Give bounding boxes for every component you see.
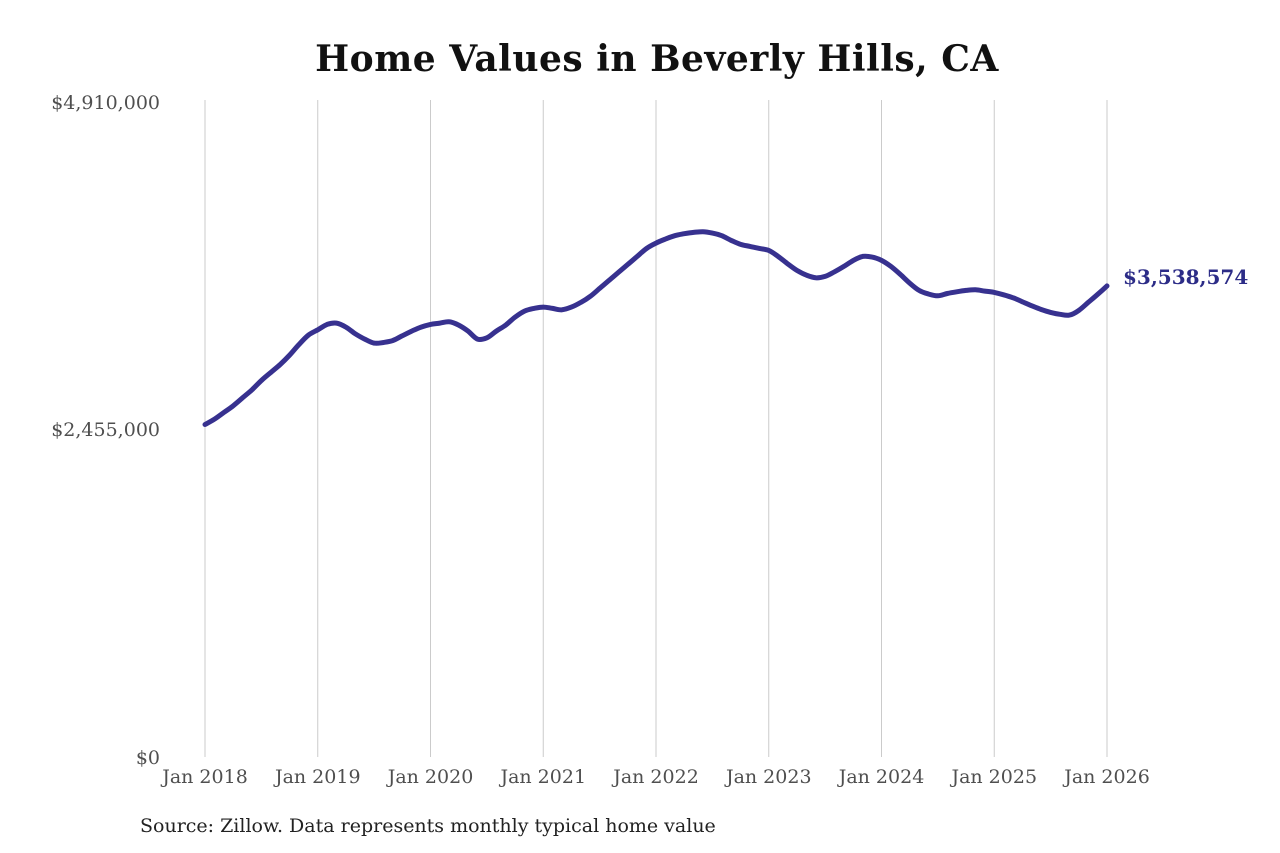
y-axis-label-mid: $2,455,000 (51, 419, 160, 441)
x-axis-tick-label: Jan 2024 (838, 766, 925, 788)
home-value-line (202, 229, 1110, 427)
x-axis-tick-label: Jan 2023 (725, 766, 812, 788)
x-axis-tick-label: Jan 2020 (387, 766, 474, 788)
x-axis-tick-label: Jan 2025 (951, 766, 1038, 788)
y-axis-label-zero: $0 (135, 747, 160, 769)
x-axis-tick-label: Jan 2019 (274, 766, 361, 788)
source-note: Source: Zillow. Data represents monthly … (140, 815, 716, 837)
chart-title: Home Values in Beverly Hills, CA (315, 38, 999, 80)
y-axis-label-max: $4,910,000 (51, 92, 160, 114)
x-axis-tick-label: Jan 2021 (500, 766, 587, 788)
x-axis-tick-label: Jan 2022 (613, 766, 699, 788)
x-axis-tick-label: Jan 2018 (162, 766, 248, 788)
x-axis-tick-label: Jan 2026 (1064, 766, 1150, 788)
latest-value-label: $3,538,574 (1123, 265, 1249, 289)
